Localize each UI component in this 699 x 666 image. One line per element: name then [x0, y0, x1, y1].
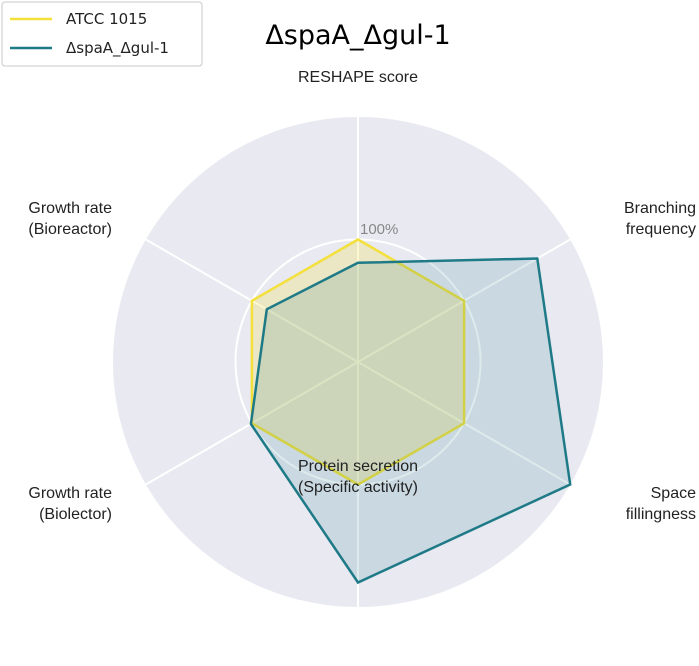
axis-label-line: frequency — [626, 221, 696, 238]
reference-tick-label: 100% — [360, 221, 398, 238]
axis-label-line: Space — [651, 485, 696, 502]
axis-label-6: Growth rate (Bioreactor) — [28, 200, 112, 238]
axis-label-5: Growth rate (Biolector) — [28, 485, 112, 523]
legend: ATCC 1015 ΔspaA_Δgul-1 — [1, 1, 203, 67]
chart-title: ΔspaA_Δgul-1 — [265, 20, 450, 51]
series-polygon-2 — [249, 257, 572, 585]
axis-label-line: (Specific activity) — [298, 479, 418, 496]
axis-label-1: RESHAPE score — [298, 69, 418, 86]
axis-label-4: Protein secretion (Specific activity) — [298, 458, 418, 496]
axis-label-3: Space fillingness — [626, 485, 696, 523]
legend-label-series-1: ATCC 1015 — [66, 10, 147, 28]
axis-label-line: (Bioreactor) — [28, 221, 112, 238]
axis-label-line: (Biolector) — [39, 506, 112, 523]
axis-labels: RESHAPE score Branching frequency Space fill… — [28, 69, 696, 523]
legend-label-series-2: ΔspaA_Δgul-1 — [66, 39, 169, 58]
axis-label-line: RESHAPE score — [298, 69, 418, 86]
axis-label-line: Branching — [624, 200, 696, 217]
axis-label-2: Branching frequency — [624, 200, 696, 238]
axis-label-line: fillingness — [626, 506, 696, 523]
axis-label-line: Growth rate — [28, 485, 112, 502]
series-polygon-1 — [250, 238, 466, 486]
axis-label-line: Protein secretion — [298, 458, 418, 475]
axis-label-line: Growth rate — [28, 200, 112, 217]
series-polygons — [249, 238, 572, 585]
